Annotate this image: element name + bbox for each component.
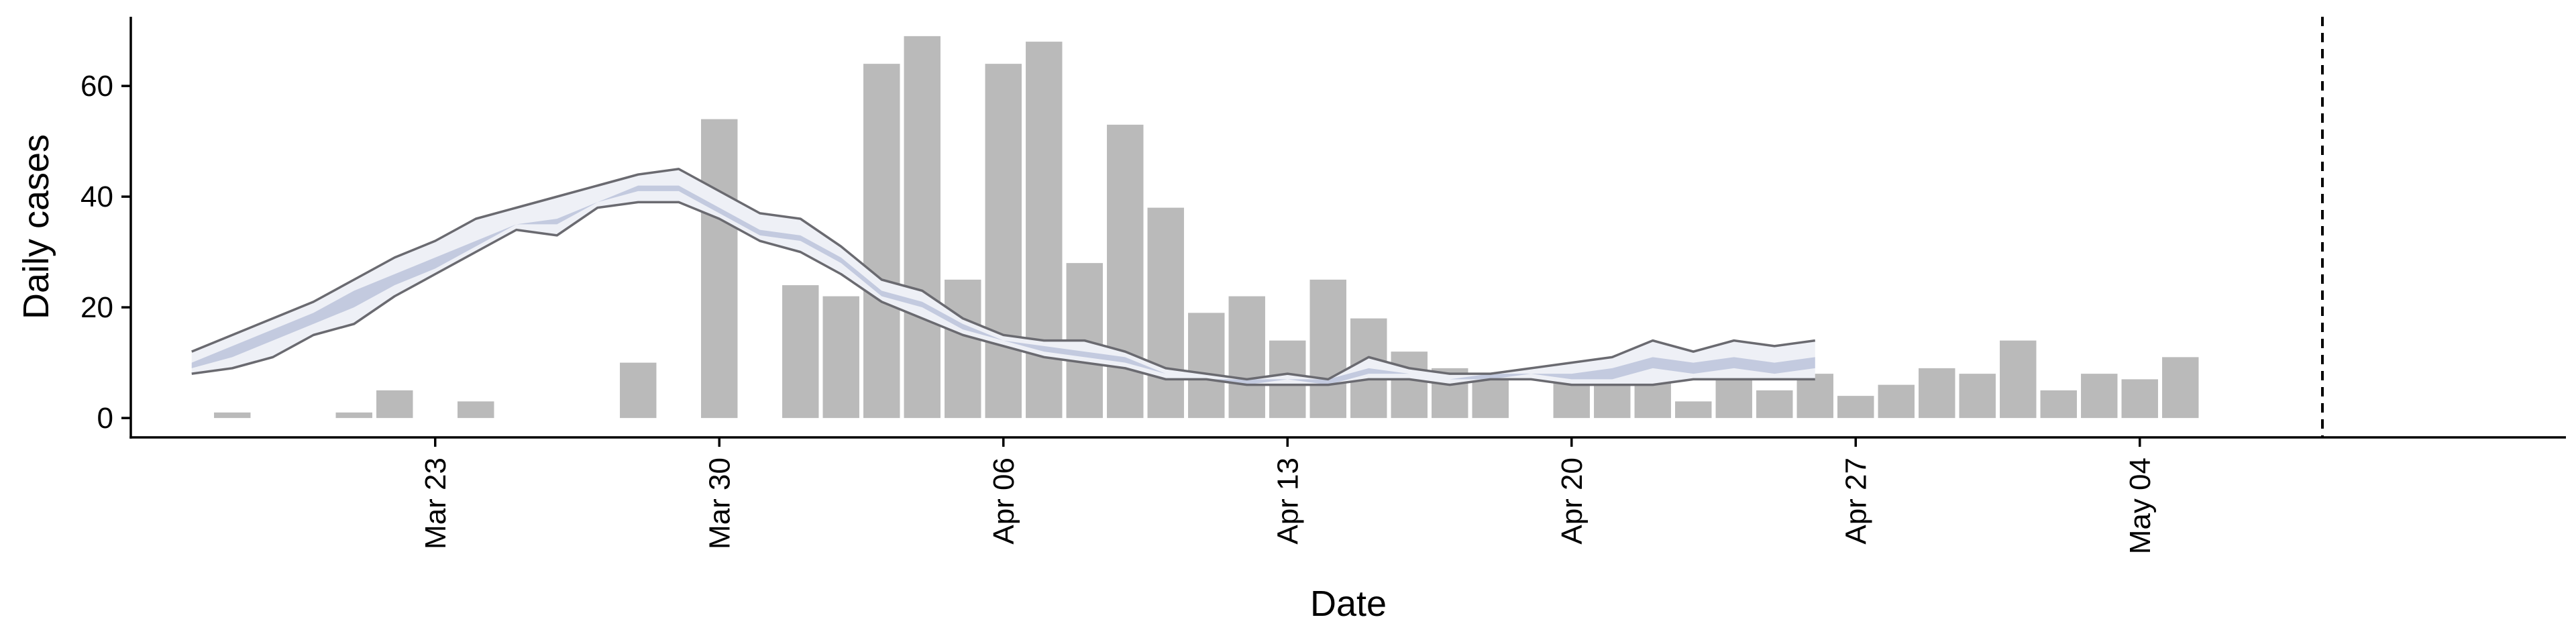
bar (1147, 207, 1184, 419)
bar (904, 36, 941, 419)
x-ticks: Mar 23 Mar 30 Apr 06 Apr 13 Apr 20 Apr 27 May … (419, 437, 2157, 554)
bar (1878, 384, 1915, 419)
bars-layer (214, 36, 2199, 419)
bar (1188, 313, 1225, 419)
y-ticks: 0 20 40 60 (80, 70, 131, 435)
x-tick-label: May 04 (2124, 458, 2157, 554)
bar (376, 390, 413, 419)
bar (2081, 374, 2118, 419)
x-tick-label: Apr 13 (1271, 458, 1304, 545)
bar (1675, 401, 1712, 419)
bar (985, 64, 1022, 419)
bar (782, 285, 819, 419)
y-tick-label: 40 (80, 180, 113, 213)
y-tick-label: 60 (80, 70, 113, 103)
estimate-bands-layer (191, 168, 1815, 385)
bar (1837, 396, 1874, 419)
bar (2000, 340, 2037, 419)
bar (863, 64, 900, 419)
bar (214, 412, 251, 419)
y-tick-label: 20 (80, 291, 113, 324)
x-tick-label: Mar 30 (703, 458, 736, 549)
lower-bound-line (191, 201, 1815, 386)
bar (1026, 42, 1063, 419)
bar (1309, 279, 1346, 419)
inner-estimate-band (191, 185, 1815, 385)
bar (2040, 390, 2077, 419)
x-tick-label: Apr 20 (1556, 458, 1589, 545)
bar (335, 412, 372, 419)
bound-lines-layer (191, 168, 1815, 386)
bar (1391, 352, 1428, 419)
y-tick-label: 0 (97, 402, 113, 435)
bar (2162, 357, 2199, 419)
bar (620, 362, 657, 419)
x-tick-label: Apr 27 (1839, 458, 1872, 545)
bar (2121, 379, 2158, 419)
bar (1228, 296, 1265, 419)
bar (1107, 124, 1144, 419)
bar (1756, 390, 1793, 419)
y-axis-title: Daily cases (16, 134, 56, 319)
bar (458, 401, 494, 419)
bar (701, 119, 738, 419)
bar (822, 296, 859, 419)
bar (945, 279, 981, 419)
x-tick-label: Mar 23 (419, 458, 452, 549)
bar (1919, 368, 1955, 419)
x-tick-label: Apr 06 (987, 458, 1020, 545)
upper-bound-line (191, 168, 1815, 381)
bar (1796, 374, 1833, 419)
bar (1959, 374, 1996, 419)
x-axis-title: Date (1310, 584, 1387, 624)
